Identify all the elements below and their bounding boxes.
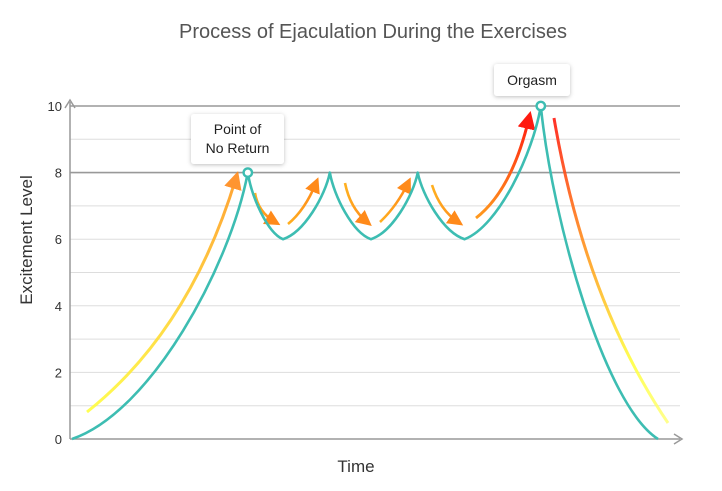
gridlines [70,105,680,407]
callout-line-2: No Return [206,140,270,156]
callout-box [494,64,570,96]
y-axis-label: Excitement Level [17,175,36,304]
dip-arrow-1-up [287,177,320,226]
y-tick-label: 4 [55,299,62,314]
y-axis-arrow [64,98,76,109]
y-tick-label: 10 [48,99,62,114]
callout-box [191,114,284,164]
progress-arrows [86,110,670,424]
y-tick-label: 2 [55,365,62,380]
fall-glow [552,117,670,424]
y-tick-label: 6 [55,232,62,247]
dip-arrow-3-down [430,184,464,226]
x-axis-label: Time [337,457,374,476]
dip-arrow-1-down [253,192,281,226]
callout-point-of-no-return: Point of No Return [191,114,284,164]
x-axis-arrow [673,433,684,445]
dip-arrow-2-down [343,182,372,226]
chart-title: Process of Ejaculation During the Exerci… [179,21,567,43]
series-line [71,104,659,441]
callout-line-1: Orgasm [507,72,557,88]
y-tick-label: 8 [55,166,62,181]
dip-arrow-2-up [379,177,411,223]
rise-glow [86,171,242,414]
climb-arrow [475,110,536,220]
peak-marker [242,167,254,179]
peak-markers [242,100,547,179]
callout-line-1: Point of [214,121,262,137]
peak-marker [535,100,547,112]
y-tick-label: 0 [55,432,62,447]
callout-orgasm: Orgasm [494,64,570,96]
y-tick-labels: 0 2 4 6 8 10 [48,99,62,447]
axes [64,98,684,445]
